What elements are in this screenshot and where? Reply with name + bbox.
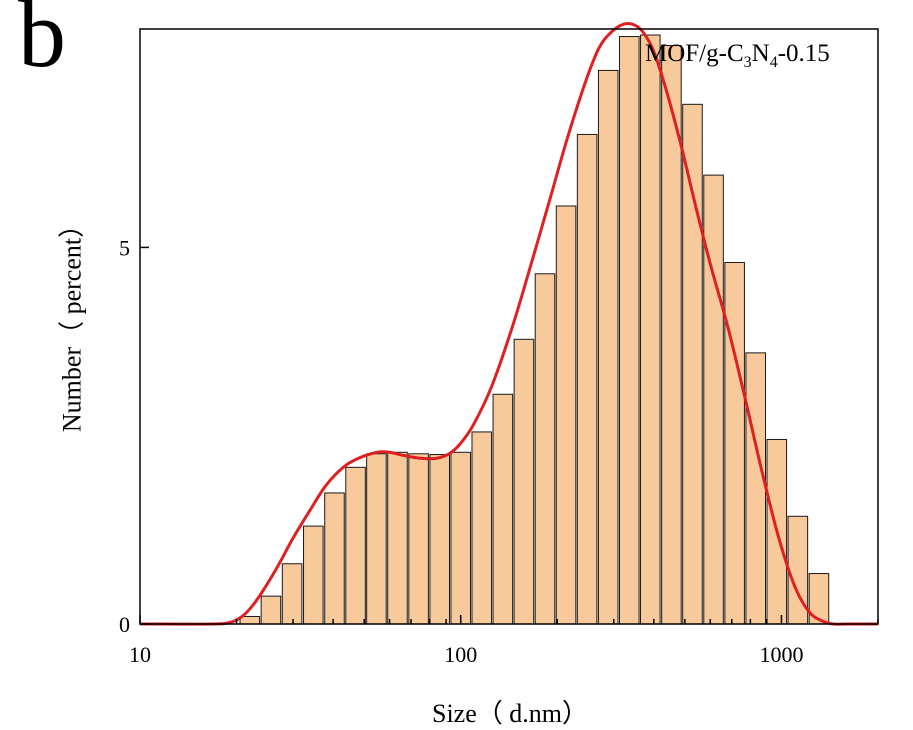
- bar: [576, 133, 598, 625]
- y-tick-label: 5: [119, 235, 130, 260]
- legend-text-prefix: MOF/g-C: [645, 40, 744, 67]
- bar: [281, 563, 303, 625]
- x-axis: 10 100 1000: [129, 615, 879, 667]
- plot-frame: [139, 28, 879, 625]
- bar: [366, 453, 387, 625]
- legend-subscript-3: 3: [743, 54, 752, 71]
- bar: [745, 352, 767, 625]
- legend-subscript-4: 4: [769, 54, 778, 71]
- fit-curve: [139, 22, 878, 626]
- bar: [682, 103, 703, 625]
- legend-text-n: N: [751, 40, 770, 67]
- bar: [408, 453, 429, 625]
- bar: [387, 451, 408, 625]
- bar: [640, 34, 661, 625]
- x-tick-label: 10: [129, 642, 151, 667]
- bar: [492, 393, 514, 625]
- bar: [471, 431, 493, 625]
- bar: [724, 261, 745, 625]
- bar: [450, 451, 472, 625]
- legend: MOF/g-C3N4-0.15: [645, 40, 830, 72]
- x-tick-label: 100: [444, 642, 477, 667]
- bar: [260, 595, 282, 625]
- bar: [703, 174, 724, 625]
- y-tick-label: 0: [119, 612, 130, 637]
- bar: [345, 466, 366, 625]
- bar: [303, 525, 324, 625]
- bar-group: [239, 34, 830, 625]
- panel-letter: b: [18, 0, 66, 87]
- x-axis-label: Size（ d.nm）: [432, 699, 588, 728]
- x-tick-label: 1000: [759, 642, 803, 667]
- y-axis-label: Number（ percent）: [57, 211, 87, 433]
- legend-text-suffix: -0.15: [777, 40, 830, 67]
- bar: [429, 454, 451, 625]
- bar: [324, 492, 345, 625]
- bar: [597, 69, 619, 625]
- bar: [534, 273, 556, 625]
- y-axis: 05: [119, 235, 149, 637]
- bar: [555, 205, 577, 625]
- bar: [619, 36, 640, 625]
- bar: [513, 338, 535, 625]
